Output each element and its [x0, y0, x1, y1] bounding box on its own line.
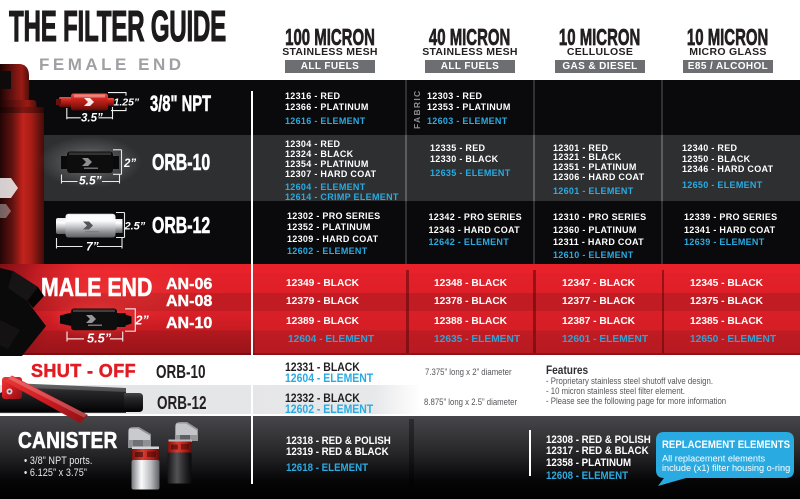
svg-text:All replacement elements: All replacement elements [662, 454, 766, 464]
svg-text:5.5”: 5.5” [79, 174, 102, 188]
svg-text:2”: 2” [123, 158, 136, 170]
svg-text:1.25”: 1.25” [114, 97, 140, 109]
svg-text:2”: 2” [135, 314, 150, 328]
svg-text:2.5”: 2.5” [124, 221, 146, 233]
svg-text:7”: 7” [86, 240, 99, 254]
svg-text:include (x1) filter housing o-: include (x1) filter housing o-ring [662, 463, 790, 473]
svg-text:5.5”: 5.5” [87, 331, 112, 346]
svg-text:3.5”: 3.5” [81, 113, 103, 125]
svg-text:REPLACEMENT ELEMENTS: REPLACEMENT ELEMENTS [662, 439, 790, 451]
